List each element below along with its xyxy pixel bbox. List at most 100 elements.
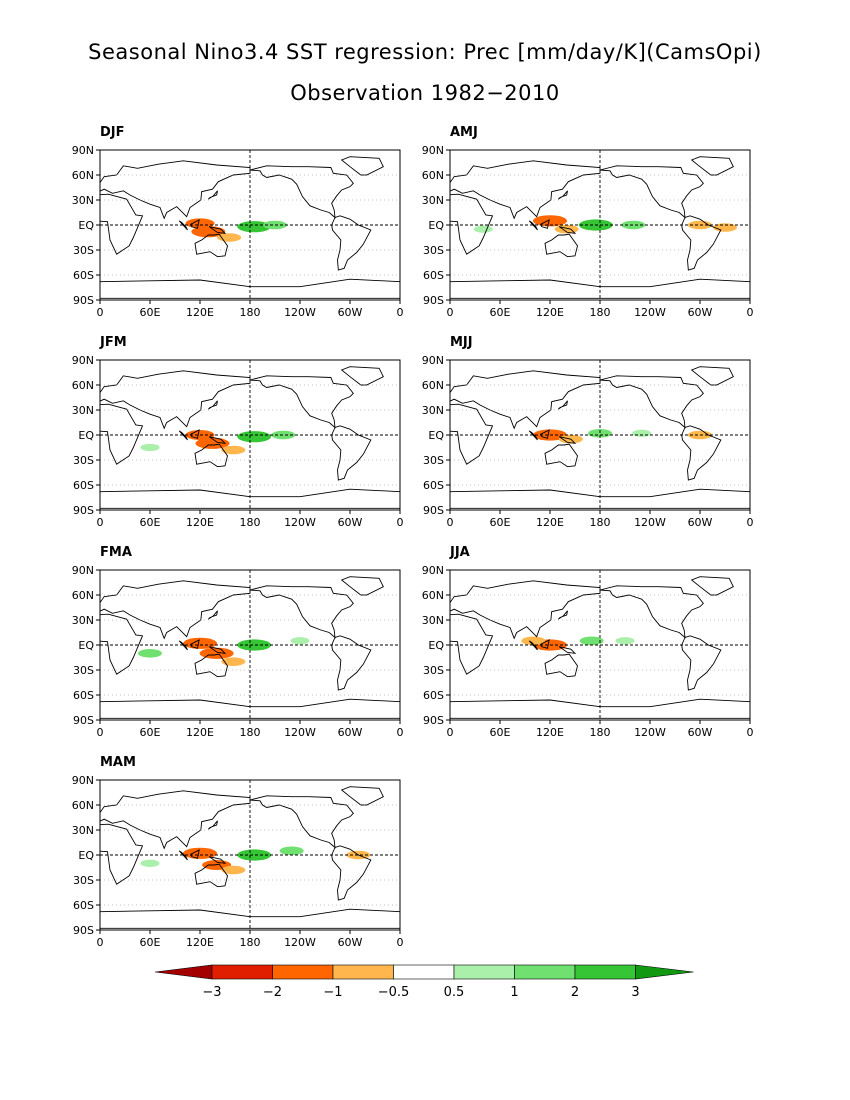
panel-label: FMA	[100, 545, 132, 560]
x-tick-label: 0	[447, 516, 454, 529]
colorbar-tick-label: 2	[571, 985, 579, 1000]
coastline	[208, 856, 227, 864]
colorbar-extend-low	[154, 964, 213, 980]
anomaly-region	[521, 636, 546, 646]
coastline	[558, 226, 577, 234]
anomaly-region	[221, 445, 246, 455]
coastline	[450, 193, 494, 255]
anomaly-region	[115, 443, 135, 452]
x-tick-label: 120E	[536, 306, 564, 319]
coastline	[450, 488, 750, 509]
chart-title: Seasonal Nino3.4 SST regression: Prec [m…	[88, 40, 762, 64]
anomaly-region	[621, 220, 646, 230]
x-tick-label: 60W	[338, 726, 363, 739]
x-tick-label: 180	[240, 306, 261, 319]
y-tick-label: EQ	[78, 219, 94, 232]
y-tick-label: 90S	[423, 294, 444, 307]
anomaly-region	[271, 430, 296, 440]
coastline	[100, 908, 400, 929]
coastline	[528, 430, 538, 441]
x-tick-label: 0	[97, 306, 104, 319]
y-tick-label: EQ	[78, 849, 94, 862]
map-panel-mam: MAM 90N 60N 30N EQ 30S 60S 90S 0 60E 120E 180 120W 6…	[60, 755, 410, 950]
y-tick-label: 30N	[422, 404, 444, 417]
x-tick-label: 120W	[634, 726, 666, 739]
panel-label: MAM	[100, 755, 136, 770]
x-tick-label: 180	[240, 726, 261, 739]
coastline	[178, 640, 188, 651]
x-tick-label: 0	[397, 306, 404, 319]
coastline	[540, 219, 550, 229]
coastline	[340, 786, 384, 806]
x-tick-label: 120E	[186, 516, 214, 529]
colorbar-tick-label: 1	[510, 985, 518, 1000]
x-tick-label: 60E	[140, 726, 161, 739]
anomaly-region	[237, 431, 272, 443]
coastline	[450, 698, 750, 719]
y-tick-label: 30N	[72, 614, 94, 627]
map-panel-jja: JJA 90N 60N 30N EQ 30S 60S 90S 0 60E 120E 180 120W 6…	[410, 545, 760, 740]
coastline	[100, 698, 400, 719]
anomaly-region	[615, 637, 635, 645]
x-tick-label: 0	[747, 516, 754, 529]
colorbar-tick-label: −1	[323, 985, 342, 1000]
y-tick-label: EQ	[428, 429, 444, 442]
colorbar-segment	[272, 964, 334, 980]
coastline	[599, 165, 704, 219]
coastline	[599, 585, 704, 639]
y-tick-label: 60N	[72, 589, 94, 602]
x-tick-label: 120E	[536, 516, 564, 529]
y-tick-label: 90N	[72, 564, 94, 577]
x-tick-label: 60W	[338, 516, 363, 529]
coastline	[100, 193, 144, 255]
coastline	[528, 220, 538, 231]
anomaly-region	[165, 637, 185, 645]
coastline	[331, 215, 372, 271]
coastline	[208, 820, 218, 830]
coastline	[208, 610, 218, 620]
y-tick-label: 60N	[72, 379, 94, 392]
anomaly-region	[713, 223, 737, 232]
x-tick-label: 120E	[536, 726, 564, 739]
y-tick-label: 60S	[423, 269, 444, 282]
y-tick-label: 60S	[423, 689, 444, 702]
y-tick-label: 30N	[72, 404, 94, 417]
anomaly-region	[221, 865, 246, 875]
coastline	[540, 639, 550, 649]
x-tick-label: 60E	[140, 306, 161, 319]
x-tick-label: 120W	[284, 306, 316, 319]
y-tick-label: 60S	[423, 479, 444, 492]
coastline	[249, 165, 354, 219]
chart-subtitle: Observation 1982−2010	[290, 81, 560, 105]
colorbar-segment	[393, 964, 455, 980]
coastline	[558, 646, 577, 654]
coastline	[690, 156, 734, 176]
coastline	[190, 429, 200, 439]
panel-label: DJF	[100, 125, 125, 140]
coastline	[249, 375, 354, 429]
coastline	[190, 849, 200, 859]
anomaly-region	[140, 443, 160, 452]
x-tick-label: 120W	[284, 936, 316, 949]
y-tick-label: 60N	[72, 799, 94, 812]
coastline	[194, 653, 228, 678]
coastline	[208, 190, 218, 200]
coastline	[194, 443, 228, 468]
x-tick-label: 180	[240, 516, 261, 529]
coastline	[340, 366, 384, 386]
coastline	[100, 613, 144, 675]
anomaly-region	[221, 657, 246, 666]
y-tick-label: 90S	[423, 714, 444, 727]
coastline	[178, 850, 188, 861]
colorbar-tick-label: 0.5	[444, 985, 465, 1000]
x-tick-label: 0	[397, 726, 404, 739]
y-tick-label: 30N	[422, 614, 444, 627]
coastline	[100, 403, 144, 465]
anomaly-region	[199, 647, 234, 659]
anomaly-region	[473, 225, 493, 233]
y-tick-label: 90N	[72, 774, 94, 787]
colorbar-extend-high	[635, 964, 694, 980]
colorbar-tick-label: −3	[202, 985, 221, 1000]
